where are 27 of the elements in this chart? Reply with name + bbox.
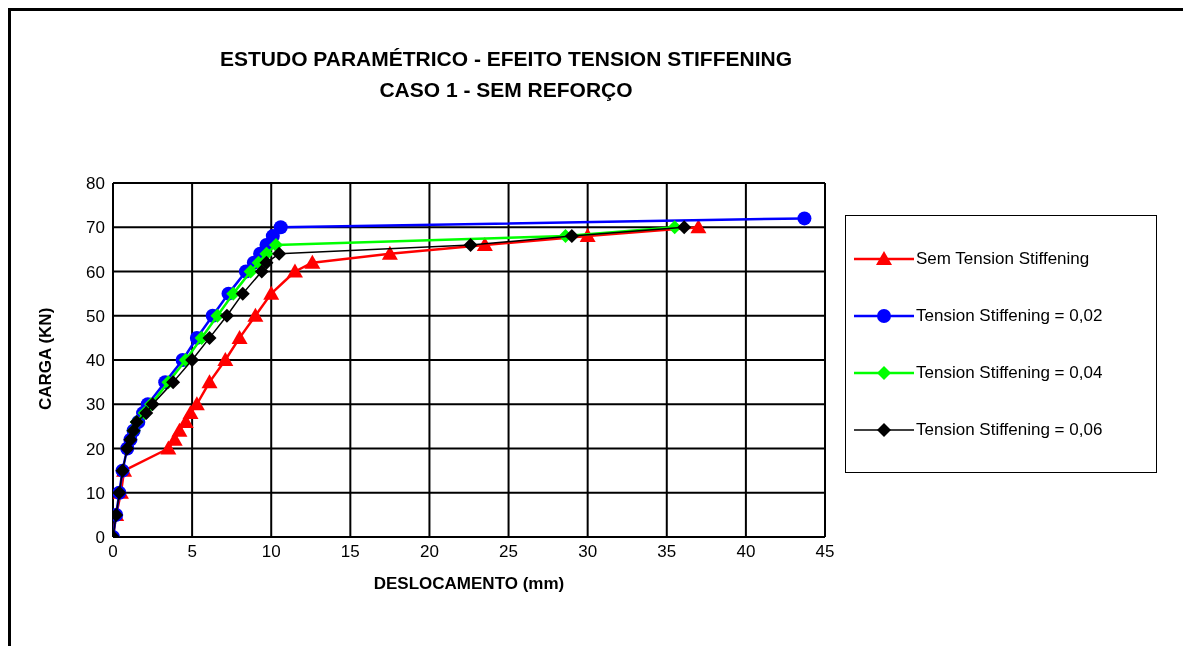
x-tick-label: 15 [340, 542, 360, 562]
y-tick-label: 0 [95, 528, 105, 548]
x-tick-label: 10 [261, 542, 281, 562]
y-tick-label: 10 [86, 483, 105, 503]
y-tick-label: 30 [86, 395, 105, 415]
x-tick-label: 35 [657, 542, 677, 562]
y-tick-label: 40 [86, 351, 105, 371]
y-tick-label: 70 [86, 218, 105, 238]
x-tick-label: 0 [108, 542, 118, 562]
x-tick-label: 5 [187, 542, 197, 562]
legend-label: Tension Stiffening = 0,04 [916, 362, 1103, 383]
x-tick-label: 40 [736, 542, 756, 562]
y-axis-title: CARGA (KN) [36, 307, 56, 410]
chart-subtitle: CASO 1 - SEM REFORÇO [378, 77, 634, 103]
y-tick-label: 50 [86, 306, 105, 326]
x-tick-label: 30 [578, 542, 598, 562]
y-tick-label: 60 [86, 262, 105, 282]
legend-label: Sem Tension Stiffening [916, 248, 1090, 269]
legend-label: Tension Stiffening = 0,02 [916, 305, 1103, 326]
y-tick-label: 20 [86, 439, 105, 459]
x-tick-label: 20 [419, 542, 439, 562]
x-tick-label: 45 [815, 542, 835, 562]
x-axis-title: DESLOCAMENTO (mm) [373, 574, 565, 593]
y-tick-label: 80 [86, 174, 105, 194]
chart-title: ESTUDO PARAMÉTRICO - EFEITO TENSION STIFFENING [218, 46, 794, 72]
x-tick-label: 25 [499, 542, 519, 562]
legend-label: Tension Stiffening = 0,06 [916, 419, 1103, 440]
